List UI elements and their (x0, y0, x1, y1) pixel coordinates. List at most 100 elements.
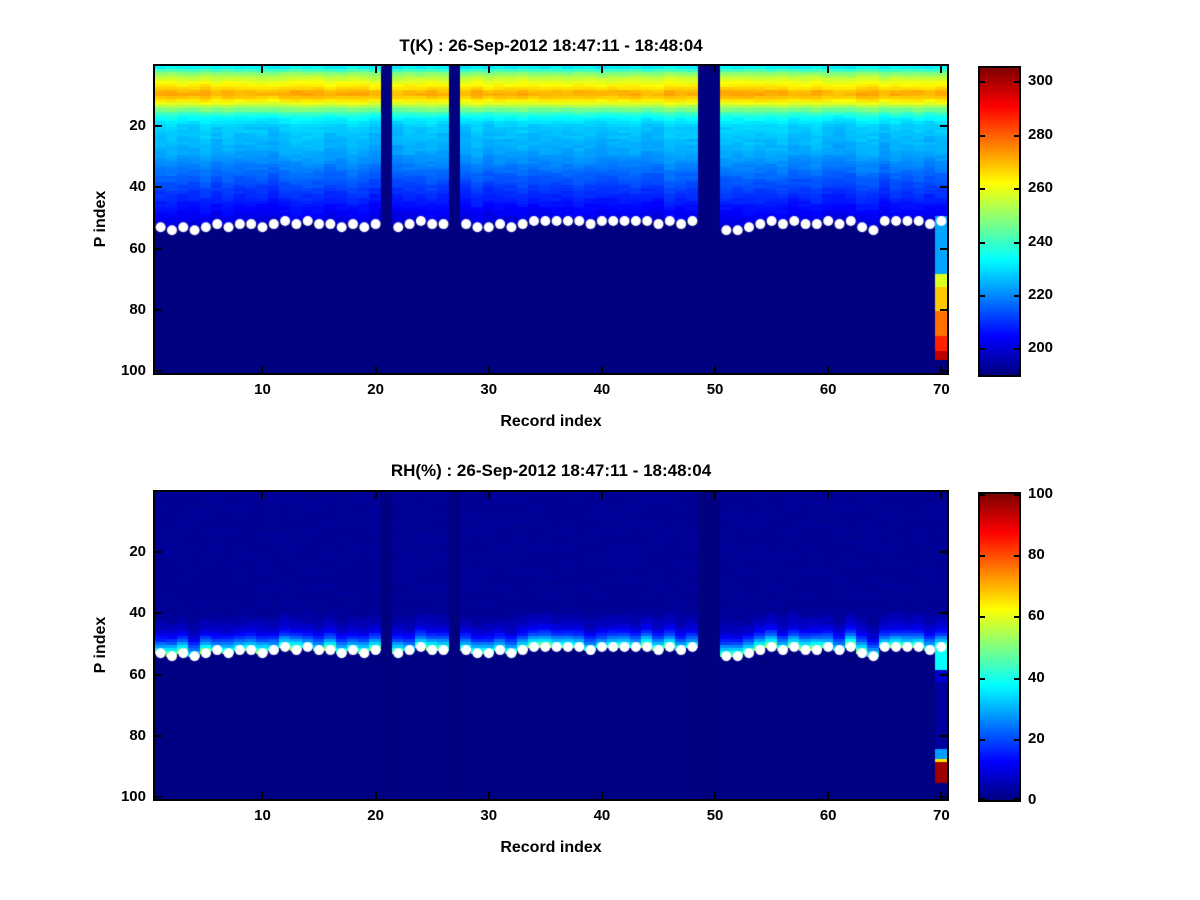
x-tick-mark (827, 66, 830, 73)
y-tick-mark (940, 612, 947, 615)
x-tick-mark (714, 492, 717, 499)
colorbar-tick-mark (1014, 348, 1019, 351)
colorbar-tick-label: 0 (1028, 791, 1037, 808)
x-tick-mark (487, 792, 490, 799)
y-tick-label: 40 (129, 178, 146, 196)
colorbar-tick-mark (1014, 241, 1019, 244)
colorbar-tick-label: 200 (1028, 339, 1054, 357)
x-tick-mark (600, 366, 603, 373)
x-tick-label: 40 (593, 381, 611, 398)
x-tick-label: 70 (932, 381, 950, 398)
y-tick-label: 80 (129, 727, 146, 745)
y-tick-mark (940, 673, 947, 676)
y-tick-mark (940, 370, 947, 373)
colorbar-tick-mark (980, 134, 985, 137)
x-tick-mark (261, 492, 264, 499)
colorbar-tick-mark (980, 677, 985, 680)
humidity-heatmap (155, 492, 947, 799)
humidity-axes-box (153, 490, 949, 801)
colorbar-tick-mark (1014, 677, 1019, 680)
y-tick-mark (940, 735, 947, 738)
colorbar-tick-label: 240 (1028, 232, 1054, 250)
x-tick-mark (487, 366, 490, 373)
x-tick-mark (714, 792, 717, 799)
x-tick-mark (374, 366, 377, 373)
x-tick-mark (487, 492, 490, 499)
colorbar-tick-mark (1014, 81, 1019, 84)
y-tick-mark (940, 186, 947, 189)
y-tick-mark (155, 673, 162, 676)
x-tick-mark (940, 492, 943, 499)
x-tick-mark (940, 66, 943, 73)
temperature-heatmap (155, 66, 947, 373)
x-tick-mark (487, 66, 490, 73)
x-tick-mark (600, 792, 603, 799)
y-tick-label: 60 (129, 239, 146, 257)
y-tick-mark (940, 550, 947, 553)
y-tick-label: 40 (129, 604, 146, 622)
colorbar-tick-mark (1014, 555, 1019, 558)
colorbar-tick-mark (980, 81, 985, 84)
y-tick-mark (155, 247, 162, 250)
y-tick-label: 100 (120, 788, 146, 806)
colorbar-tick-mark (1014, 616, 1019, 619)
colorbar-tick-mark (1014, 294, 1019, 297)
humidity-chart-title: RH(%) : 26-Sep-2012 18:47:11 - 18:48:04 (390, 461, 712, 480)
colorbar-tick-mark (980, 348, 985, 351)
colorbar-tick-mark (980, 188, 985, 191)
y-tick-mark (155, 370, 162, 373)
y-tick-mark (155, 796, 162, 799)
x-tick-label: 30 (480, 381, 498, 398)
y-tick-label: 80 (129, 301, 146, 319)
x-tick-label: 60 (819, 381, 837, 398)
x-tick-mark (374, 792, 377, 799)
temperature-axes-box (153, 64, 949, 375)
temperature-colorbar-box (978, 66, 1021, 377)
colorbar-tick-label: 280 (1028, 125, 1054, 143)
y-tick-label: 100 (120, 362, 146, 380)
y-tick-mark (940, 247, 947, 250)
y-tick-mark (940, 124, 947, 127)
x-tick-label: 60 (819, 807, 837, 824)
colorbar-tick-label: 20 (1028, 729, 1045, 747)
x-tick-mark (374, 66, 377, 73)
temperature-x-axis-label: Record index (500, 413, 602, 430)
colorbar-tick-mark (980, 616, 985, 619)
colorbar-tick-mark (1014, 738, 1019, 741)
colorbar-tick-mark (980, 494, 985, 496)
colorbar-tick-mark (980, 294, 985, 297)
x-tick-label: 50 (706, 807, 724, 824)
x-tick-label: 20 (367, 381, 384, 398)
y-tick-label: 60 (129, 665, 146, 683)
x-tick-mark (827, 792, 830, 799)
y-tick-mark (155, 550, 162, 553)
x-tick-mark (714, 66, 717, 73)
colorbar-tick-mark (1014, 134, 1019, 137)
x-tick-mark (261, 366, 264, 373)
humidity-colorbar (980, 494, 1019, 800)
x-tick-label: 20 (367, 807, 384, 824)
y-tick-mark (940, 796, 947, 799)
y-tick-mark (155, 124, 162, 127)
colorbar-tick-mark (980, 555, 985, 558)
x-tick-label: 10 (254, 381, 271, 398)
colorbar-tick-label: 220 (1028, 285, 1054, 303)
x-tick-mark (940, 366, 943, 373)
x-tick-mark (261, 66, 264, 73)
humidity-x-axis-label: Record index (500, 839, 602, 856)
x-tick-label: 30 (480, 807, 498, 824)
y-tick-mark (155, 186, 162, 189)
x-tick-mark (261, 792, 264, 799)
x-tick-label: 50 (706, 381, 724, 398)
x-tick-mark (374, 492, 377, 499)
y-tick-label: 20 (129, 116, 146, 134)
colorbar-tick-label: 40 (1028, 668, 1045, 686)
x-tick-mark (600, 66, 603, 73)
colorbar-tick-mark (980, 798, 985, 800)
x-tick-mark (827, 492, 830, 499)
colorbar-tick-mark (1014, 494, 1019, 496)
colorbar-tick-label: 260 (1028, 179, 1054, 197)
y-tick-mark (940, 309, 947, 312)
x-tick-label: 40 (593, 807, 611, 824)
